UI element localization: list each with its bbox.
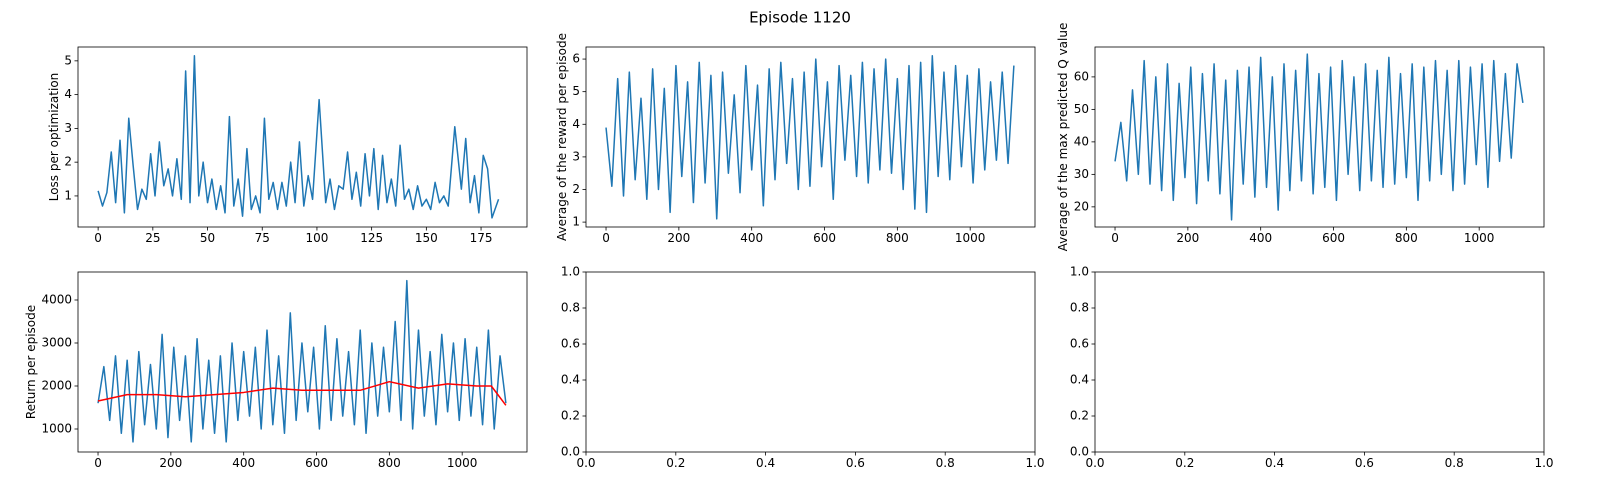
x-tick-label: 800 <box>378 456 401 470</box>
x-tick-label: 200 <box>1176 231 1199 245</box>
x-tick-label: 0 <box>94 231 102 245</box>
y-tick-label: 4000 <box>41 292 72 306</box>
y-tick-label: 1000 <box>41 421 72 435</box>
y-axis-label: Average of the max predicted Q value <box>1056 23 1070 252</box>
line-series <box>97 279 507 443</box>
x-tick-label: 1000 <box>1464 231 1495 245</box>
y-tick-label: 0.2 <box>1070 409 1089 423</box>
x-tick-label: 0 <box>94 456 102 470</box>
y-tick-label: 1.0 <box>561 265 580 279</box>
x-tick-label: 0.0 <box>576 456 595 470</box>
y-tick-label: 0.0 <box>561 445 580 459</box>
y-axis-label: Average of the reward per episode <box>555 33 569 241</box>
axes-frame <box>77 271 528 453</box>
x-tick-label: 50 <box>200 231 215 245</box>
figure-title: Episode 1120 <box>749 9 851 27</box>
y-tick-label: 3000 <box>41 335 72 349</box>
axes-frame <box>77 46 528 228</box>
x-tick-label: 0.0 <box>1085 456 1104 470</box>
x-tick-label: 0.8 <box>936 456 955 470</box>
x-tick-label: 0 <box>1111 231 1119 245</box>
x-tick-label: 0.2 <box>666 456 685 470</box>
y-tick-label: 4 <box>64 87 72 101</box>
x-tick-label: 75 <box>255 231 270 245</box>
y-tick-label: 60 <box>1074 69 1089 83</box>
x-tick-label: 0.2 <box>1175 456 1194 470</box>
x-tick-label: 0 <box>602 231 610 245</box>
axes-frame <box>585 271 1036 453</box>
y-tick-label: 1.0 <box>1070 265 1089 279</box>
x-tick-label: 0.8 <box>1445 456 1464 470</box>
y-axis-label: Loss per optimization <box>47 73 61 202</box>
y-tick-label: 0.4 <box>561 373 580 387</box>
y-tick-label: 5 <box>572 84 580 98</box>
x-tick-label: 400 <box>232 456 255 470</box>
y-tick-label: 40 <box>1074 134 1089 148</box>
x-tick-label: 800 <box>1395 231 1418 245</box>
x-tick-label: 1.0 <box>1534 456 1553 470</box>
y-tick-label: 3 <box>64 121 72 135</box>
x-tick-label: 200 <box>667 231 690 245</box>
x-tick-label: 0.6 <box>846 456 865 470</box>
x-tick-label: 1.0 <box>1025 456 1044 470</box>
y-axis-label: Return per episode <box>24 305 38 419</box>
line-series <box>605 55 1015 220</box>
x-tick-label: 600 <box>813 231 836 245</box>
y-tick-label: 3 <box>572 149 580 163</box>
x-tick-label: 1000 <box>955 231 986 245</box>
y-tick-label: 2 <box>64 155 72 169</box>
y-tick-label: 0.6 <box>1070 337 1089 351</box>
y-tick-label: 1 <box>572 215 580 229</box>
y-tick-label: 0.4 <box>1070 373 1089 387</box>
x-tick-label: 150 <box>415 231 438 245</box>
y-tick-label: 30 <box>1074 167 1089 181</box>
x-tick-label: 0.6 <box>1355 456 1374 470</box>
y-tick-label: 2 <box>572 182 580 196</box>
x-tick-label: 1000 <box>447 456 478 470</box>
axes-frame <box>1094 271 1545 453</box>
axes-frame <box>585 46 1036 228</box>
y-tick-label: 0.2 <box>561 409 580 423</box>
x-tick-label: 400 <box>740 231 763 245</box>
x-tick-label: 125 <box>360 231 383 245</box>
y-tick-label: 5 <box>64 53 72 67</box>
x-tick-label: 200 <box>159 456 182 470</box>
x-tick-label: 175 <box>470 231 493 245</box>
y-tick-label: 20 <box>1074 199 1089 213</box>
x-tick-label: 0.4 <box>1265 456 1284 470</box>
line-series <box>97 380 507 406</box>
line-series <box>97 55 500 219</box>
y-tick-label: 6 <box>572 52 580 66</box>
x-tick-label: 800 <box>886 231 909 245</box>
y-tick-label: 0.0 <box>1070 445 1089 459</box>
x-tick-label: 400 <box>1249 231 1272 245</box>
x-tick-label: 600 <box>305 456 328 470</box>
axes-frame <box>1094 46 1545 228</box>
x-tick-label: 100 <box>305 231 328 245</box>
y-tick-label: 50 <box>1074 102 1089 116</box>
x-tick-label: 0.4 <box>756 456 775 470</box>
y-tick-label: 2000 <box>41 378 72 392</box>
x-tick-label: 600 <box>1322 231 1345 245</box>
x-tick-label: 25 <box>145 231 160 245</box>
y-tick-label: 0.8 <box>1070 301 1089 315</box>
line-series <box>1114 53 1524 221</box>
y-tick-label: 4 <box>572 117 580 131</box>
y-tick-label: 1 <box>64 188 72 202</box>
y-tick-label: 0.6 <box>561 337 580 351</box>
y-tick-label: 0.8 <box>561 301 580 315</box>
